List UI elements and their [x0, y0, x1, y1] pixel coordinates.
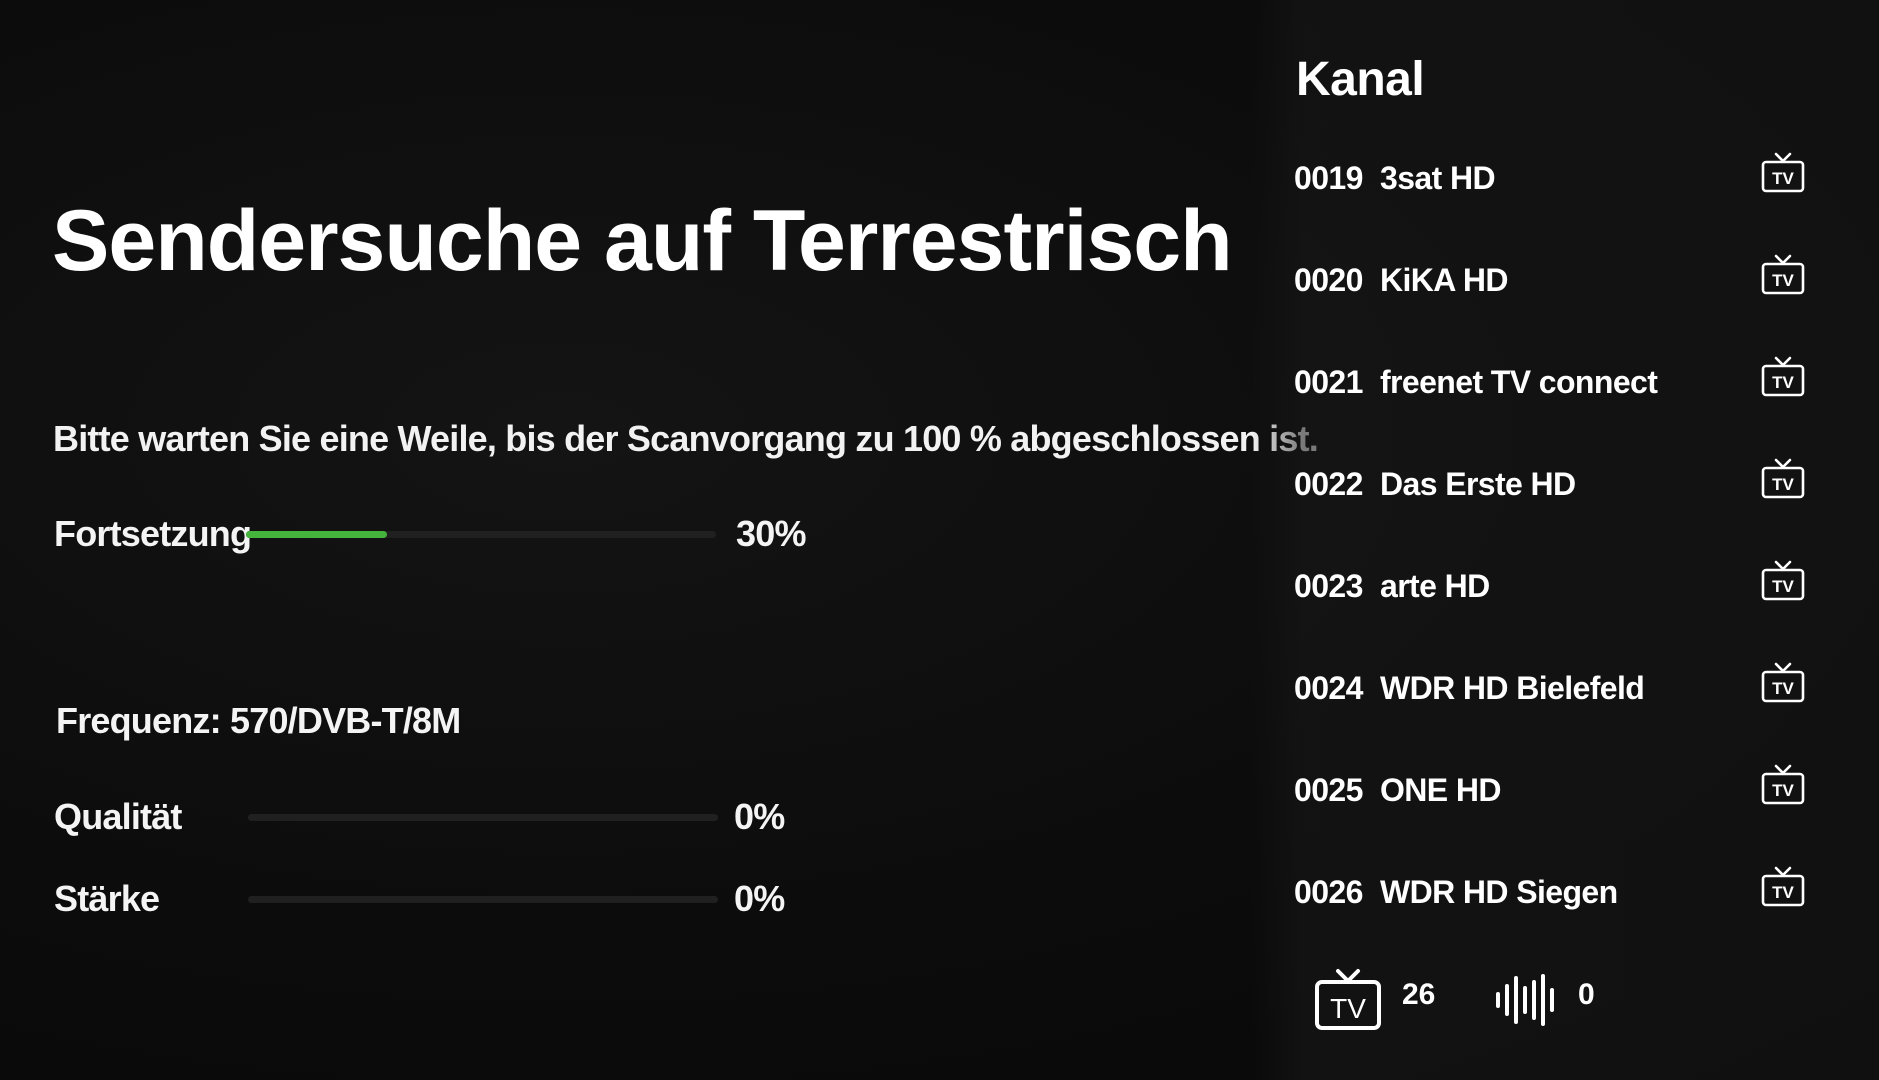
channel-number: 0022 — [1294, 466, 1363, 502]
channel-name: WDR HD Bielefeld — [1380, 670, 1645, 706]
strength-percent: 0% — [734, 878, 785, 919]
tv-icon: TV — [1761, 254, 1805, 295]
quality-label: Qualität — [54, 796, 182, 837]
channel-list-item[interactable]: 0022 Das Erste HD TV — [1290, 456, 1810, 558]
page-title: Sendersuche auf Terrestrisch — [52, 193, 1233, 289]
channel-number: 0019 — [1294, 160, 1363, 196]
frequency-readout: Frequenz: 570/DVB-T/8M — [56, 700, 461, 741]
progress-label: Fortsetzung — [54, 513, 252, 554]
signal-quality-row: Qualität 0% — [54, 792, 814, 842]
channel-panel — [1252, 0, 1879, 1080]
scan-instruction: Bitte warten Sie eine Weile, bis der Sca… — [53, 418, 1319, 459]
svg-text:TV: TV — [1330, 993, 1366, 1024]
channel-name: Das Erste HD — [1380, 466, 1576, 502]
strength-bar — [248, 896, 718, 903]
scan-progress-row: Fortsetzung 30% — [54, 509, 814, 559]
channel-list: 0019 3sat HD TV 0020 KiKA HD TV 0021 fre… — [1290, 150, 1810, 966]
tv-icon: TV — [1761, 458, 1805, 499]
channel-number: 0023 — [1294, 568, 1363, 604]
tv-channel-count: 26 — [1402, 978, 1436, 1011]
svg-text:TV: TV — [1772, 475, 1794, 494]
tv-icon: TV — [1761, 356, 1805, 397]
quality-percent: 0% — [734, 796, 785, 837]
progress-bar — [246, 531, 716, 538]
strength-label: Stärke — [54, 878, 160, 919]
channel-list-item[interactable]: 0026 WDR HD Siegen TV — [1290, 864, 1810, 966]
channel-number: 0025 — [1294, 772, 1363, 808]
channel-number: 0024 — [1294, 670, 1363, 706]
channel-name: 3sat HD — [1380, 160, 1496, 196]
tv-icon: TV — [1315, 969, 1381, 1030]
svg-text:TV: TV — [1772, 577, 1794, 596]
radio-waveform-icon — [1496, 974, 1554, 1026]
svg-text:TV: TV — [1772, 169, 1794, 188]
signal-strength-row: Stärke 0% — [54, 874, 814, 924]
channel-list-item[interactable]: 0023 arte HD TV — [1290, 558, 1810, 660]
channel-list-title: Kanal — [1296, 53, 1425, 106]
channel-name: WDR HD Siegen — [1380, 874, 1618, 910]
radio-channel-count: 0 — [1578, 978, 1595, 1011]
tv-icon: TV — [1761, 866, 1805, 907]
tv-icon: TV — [1761, 662, 1805, 703]
channel-list-item[interactable]: 0020 KiKA HD TV — [1290, 252, 1810, 354]
channel-number: 0020 — [1294, 262, 1363, 298]
channel-name: freenet TV connect — [1380, 364, 1658, 400]
channel-name: arte HD — [1380, 568, 1490, 604]
svg-text:TV: TV — [1772, 373, 1794, 392]
channel-name: ONE HD — [1380, 772, 1501, 808]
channel-list-item[interactable]: 0024 WDR HD Bielefeld TV — [1290, 660, 1810, 762]
svg-text:TV: TV — [1772, 781, 1794, 800]
channel-list-item[interactable]: 0021 freenet TV connect TV — [1290, 354, 1810, 456]
tv-icon: TV — [1761, 152, 1805, 193]
tv-icon: TV — [1761, 764, 1805, 805]
channel-number: 0026 — [1294, 874, 1363, 910]
channel-list-item[interactable]: 0019 3sat HD TV — [1290, 150, 1810, 252]
quality-bar — [248, 814, 718, 821]
tv-icon: TV — [1761, 560, 1805, 601]
channel-number: 0021 — [1294, 364, 1363, 400]
progress-bar-fill — [246, 531, 387, 538]
svg-text:TV: TV — [1772, 883, 1794, 902]
progress-percent: 30% — [736, 513, 806, 554]
svg-text:TV: TV — [1772, 271, 1794, 290]
channel-list-item[interactable]: 0025 ONE HD TV — [1290, 762, 1810, 864]
channel-name: KiKA HD — [1380, 262, 1509, 298]
svg-text:TV: TV — [1772, 679, 1794, 698]
